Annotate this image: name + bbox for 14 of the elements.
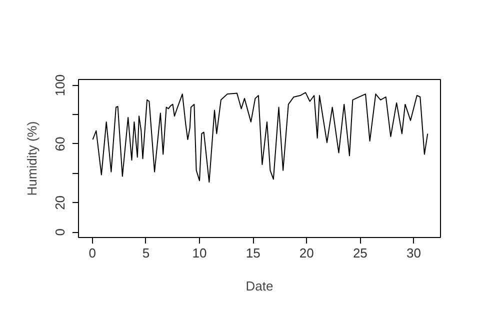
x-tick-label: 20	[299, 246, 314, 260]
y-tick-label: 60	[52, 136, 68, 152]
x-tick-label: 25	[352, 246, 368, 260]
x-tick-label: 15	[246, 246, 260, 260]
x-tick-label: 5	[142, 246, 150, 260]
y-tick-label: 20	[52, 195, 68, 210]
line-series	[92, 92, 428, 183]
x-axis-title: Date	[246, 278, 274, 294]
y-tick-label: 100	[52, 74, 68, 96]
x-tick-label: 10	[192, 246, 207, 260]
y-axis-title: Humidity (%)	[24, 121, 40, 196]
x-tick-label: 0	[88, 246, 96, 260]
x-tick-label: 30	[406, 246, 421, 260]
y-tick-label: 0	[52, 228, 68, 236]
